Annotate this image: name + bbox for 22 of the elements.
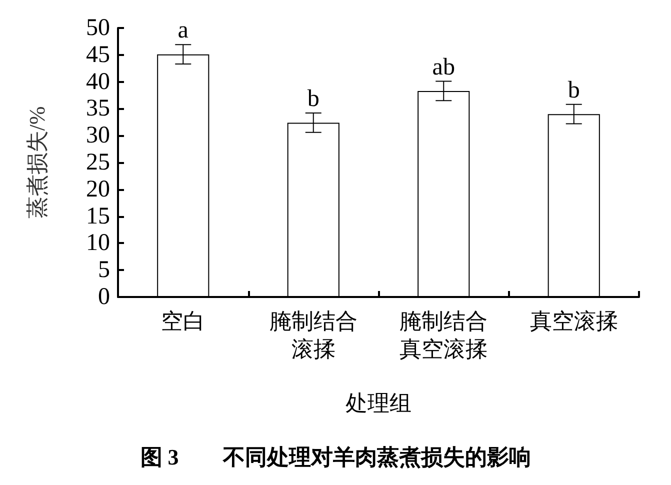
annotation: a: [178, 18, 189, 44]
y-axis-title: 蒸煮损失/%: [24, 106, 50, 219]
annotation: ab: [432, 54, 455, 80]
y-tick-label: 10: [86, 230, 110, 256]
text: 图 3 不同处理对羊肉蒸煮损失的影响: [140, 444, 531, 470]
y-tick-label: 25: [86, 150, 110, 176]
x-tick-label: 腌制结合真空滚揉: [400, 308, 488, 362]
y-tick-label: 0: [98, 284, 110, 310]
y-tick-label: 5: [98, 257, 110, 284]
y-tick-label: 15: [86, 203, 110, 230]
y-tick-label: 35: [86, 96, 110, 122]
x-tick-label: 真空滚揉: [530, 308, 618, 334]
x-tick-label: 空白: [161, 308, 206, 334]
annotation: b: [307, 86, 320, 112]
y-tick-label: 50: [86, 15, 110, 41]
annotation: b: [568, 77, 580, 104]
y-tick-label: 40: [86, 68, 110, 95]
x-axis-title: 处理组: [346, 390, 412, 416]
y-tick-label: 45: [86, 42, 110, 68]
y-tick-label: 30: [86, 122, 110, 149]
x-tick-label: 腌制结合滚揉: [269, 308, 358, 362]
y-tick-label: 20: [86, 176, 110, 202]
